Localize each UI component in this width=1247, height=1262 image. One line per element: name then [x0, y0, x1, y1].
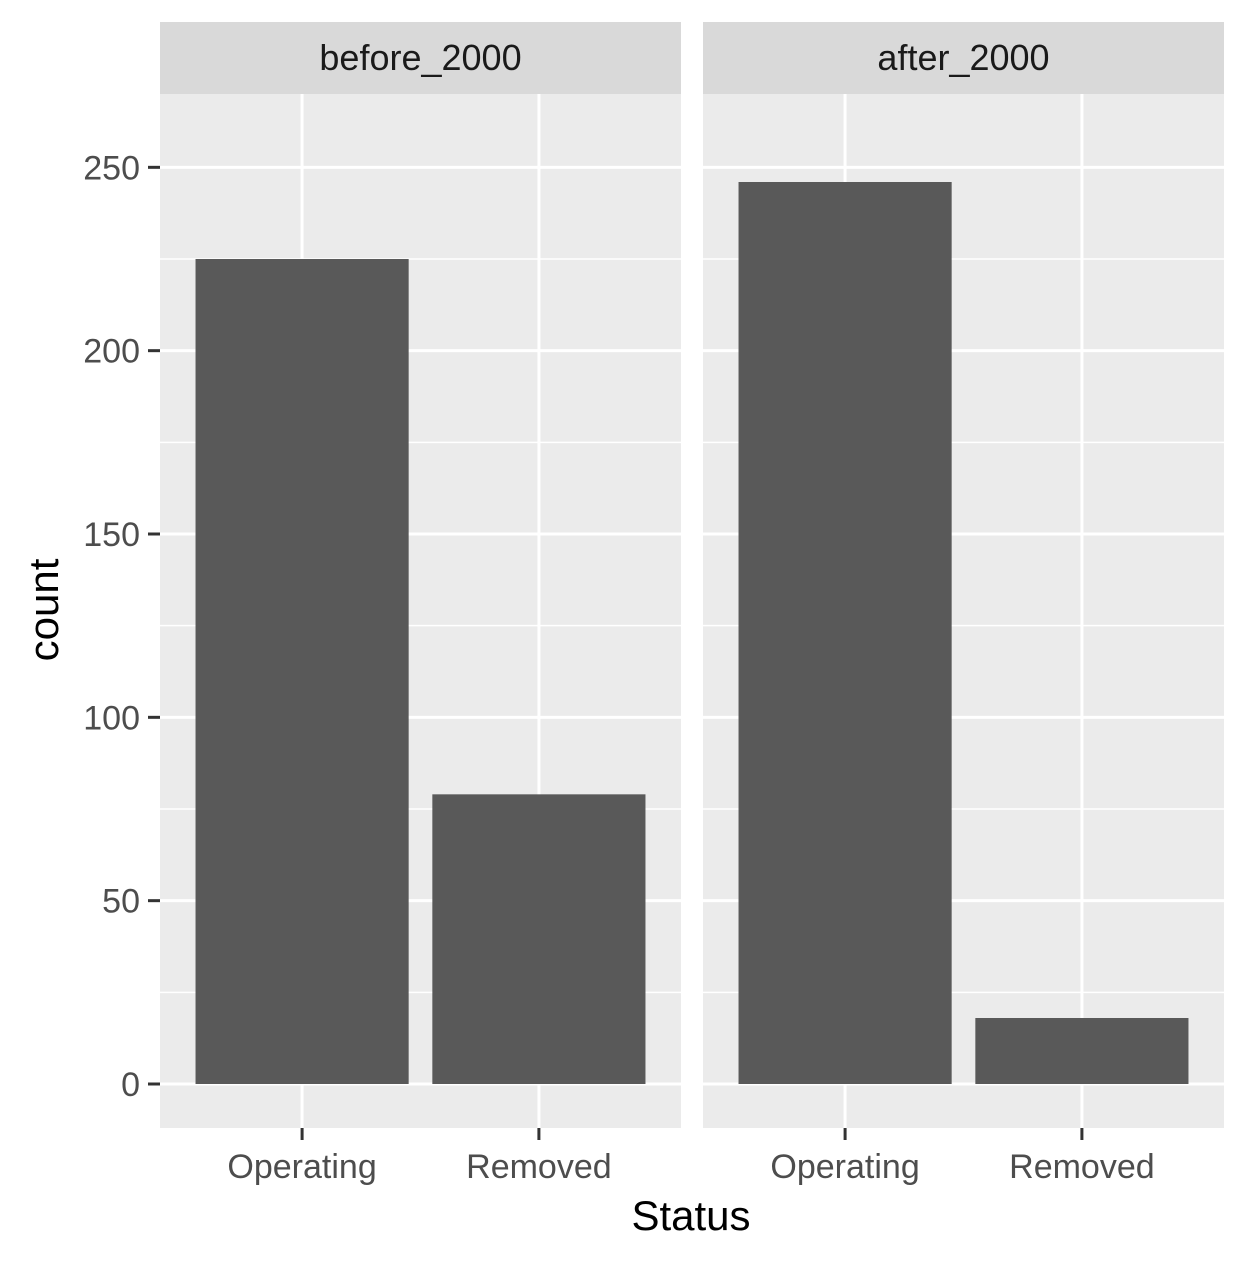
y-tick-label: 50	[102, 883, 140, 921]
facet-strip	[160, 22, 681, 94]
bar-removed-after-2000	[975, 1018, 1189, 1084]
facets: before_2000 Operating Removed after_2000 Ope…	[160, 22, 1224, 1186]
facet-panel: before_2000 Operating Removed	[160, 22, 681, 1186]
y-tick-label: 100	[83, 699, 140, 737]
x-tick-label: Removed	[1009, 1148, 1155, 1186]
facet-strip-label: after_2000	[877, 37, 1049, 78]
y-axis-title: count	[20, 558, 67, 661]
bar-operating-before-2000	[195, 259, 409, 1084]
x-axis-title: Status	[631, 1192, 750, 1239]
y-tick-label: 250	[83, 149, 140, 187]
y-axis-labels: 0 50 100 150 200 250	[83, 149, 160, 1104]
y-tick-label: 200	[83, 333, 140, 371]
x-tick-label: Removed	[466, 1148, 612, 1186]
facet-strip-label: before_2000	[319, 37, 521, 78]
bar-operating-after-2000	[738, 182, 952, 1084]
bar-removed-before-2000	[432, 794, 646, 1084]
x-tick-label: Operating	[227, 1148, 376, 1186]
facet-panel: after_2000 Operating Removed	[703, 22, 1224, 1186]
y-tick-label: 0	[121, 1066, 140, 1104]
facet-strip	[703, 22, 1224, 94]
y-tick-label: 150	[83, 516, 140, 554]
x-tick-label: Operating	[770, 1148, 919, 1186]
